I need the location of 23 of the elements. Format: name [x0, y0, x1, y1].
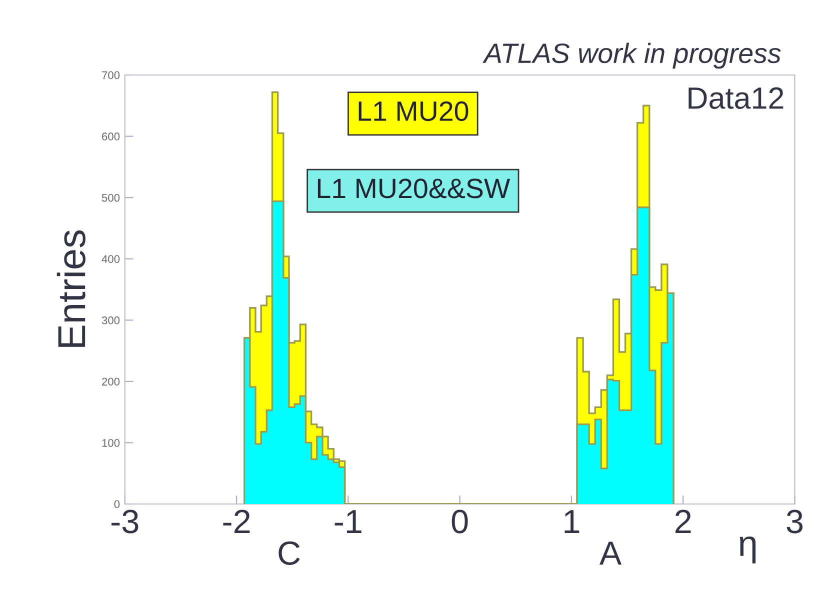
x-tick-label: 1 — [564, 510, 580, 534]
y-tick-label: 0 — [114, 500, 120, 508]
x-tick-label: 3 — [786, 510, 803, 534]
x-tick-label: -3 — [112, 510, 138, 534]
x-tick-label: -1 — [334, 510, 362, 534]
x-tick-label: 0 — [452, 510, 468, 534]
x-tick-label: -2 — [223, 510, 250, 534]
y-tick-label: 300 — [102, 316, 120, 324]
y-axis-title: Entries — [56, 230, 86, 347]
y-tick-label: 500 — [102, 194, 120, 202]
y-tick-label: 200 — [102, 378, 120, 386]
y-tick-label: 600 — [102, 132, 120, 140]
y-tick-label: 100 — [102, 438, 120, 447]
y-tick-label: 700 — [102, 71, 120, 80]
x-axis-title: η — [740, 536, 756, 564]
text: C — [278, 541, 300, 565]
x-tick-label: 2 — [676, 510, 691, 534]
text: A — [599, 542, 622, 565]
series-label: L1 MU20&&SW — [318, 178, 510, 198]
text: L1 MU20 — [358, 101, 468, 122]
text: ATLAS work in progress — [482, 42, 781, 69]
y-tick-label: 400 — [102, 255, 120, 263]
annotation: Data12 — [688, 87, 784, 109]
